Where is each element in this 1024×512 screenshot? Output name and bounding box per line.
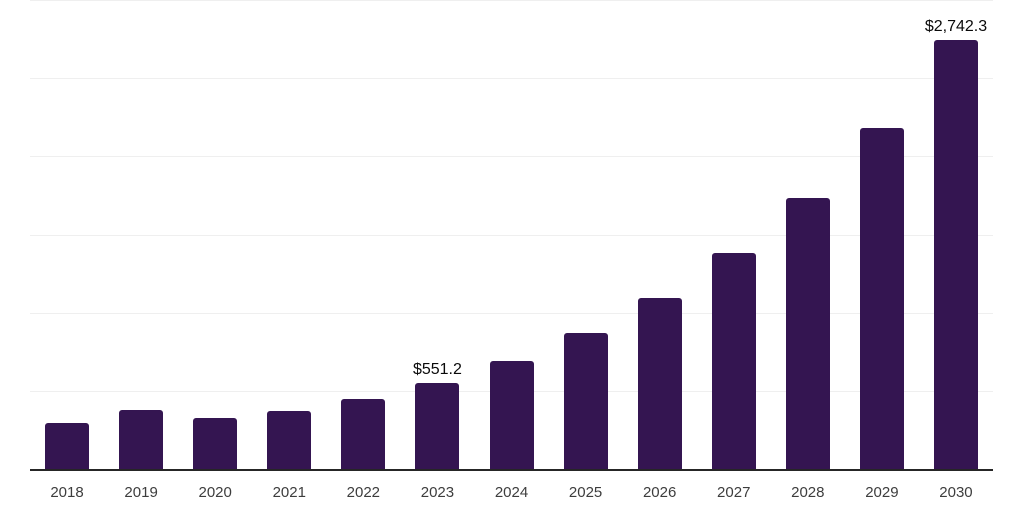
x-tick-label: 2026 — [642, 484, 677, 501]
bar-slot — [178, 417, 252, 469]
gridline — [30, 78, 993, 80]
gridline — [30, 156, 993, 158]
x-tick-label: 2020 — [198, 484, 232, 501]
bar-slot — [549, 332, 623, 469]
bar-slot: $551.2 — [400, 361, 474, 469]
bar-slot — [30, 423, 104, 469]
bar-2026 — [637, 297, 682, 469]
bar-2030: $2,742.3 — [925, 18, 987, 469]
gridline — [30, 0, 993, 1]
x-tick-label: 2028 — [791, 484, 825, 501]
bar-slot — [474, 360, 548, 469]
x-tick-label: 2030 — [939, 484, 973, 501]
bar-2018 — [45, 423, 90, 469]
x-tick-label: 2022 — [346, 484, 381, 501]
bar-slot — [771, 197, 845, 469]
bar-2022 — [341, 398, 386, 469]
bar-slot — [697, 253, 771, 469]
bar-slot: $2,742.3 — [919, 18, 993, 469]
x-tick-label: 2023 — [420, 484, 455, 501]
bar-2024 — [489, 360, 534, 469]
bar-2027 — [711, 253, 756, 469]
x-tick-label: 2027 — [717, 484, 751, 501]
bar-slot — [326, 398, 400, 469]
bar-2021 — [267, 410, 312, 469]
bar-slot — [845, 127, 919, 469]
bar-2029 — [859, 127, 904, 469]
gridline — [30, 312, 993, 314]
bar-slot — [623, 297, 697, 469]
x-tick-label: 2024 — [494, 484, 529, 501]
bar-value-label: $551.2 — [412, 360, 462, 378]
gridline — [30, 234, 993, 236]
x-axis-labels: 2018 2019 2020 2021 2022 2023 2024 2025 2026 2027… — [30, 485, 993, 500]
bar-2028 — [785, 197, 830, 469]
bar-slot — [252, 410, 326, 469]
bar-2019 — [119, 409, 164, 469]
bars: $551.2 $2,742.3 — [30, 0, 993, 469]
x-tick-label: 2021 — [272, 484, 306, 501]
plot-area: $551.2 $2,742.3 — [30, 0, 993, 471]
bar-value-label: $2,742.3 — [924, 18, 988, 36]
x-tick-label: 2018 — [50, 484, 84, 501]
bar-2025 — [563, 332, 608, 469]
bar-2023: $551.2 — [413, 361, 462, 469]
x-tick-label: 2025 — [568, 484, 603, 501]
x-tick-label: 2019 — [124, 484, 158, 501]
bar-slot — [104, 409, 178, 469]
x-tick-label: 2029 — [865, 484, 899, 501]
bar-2020 — [193, 417, 238, 469]
